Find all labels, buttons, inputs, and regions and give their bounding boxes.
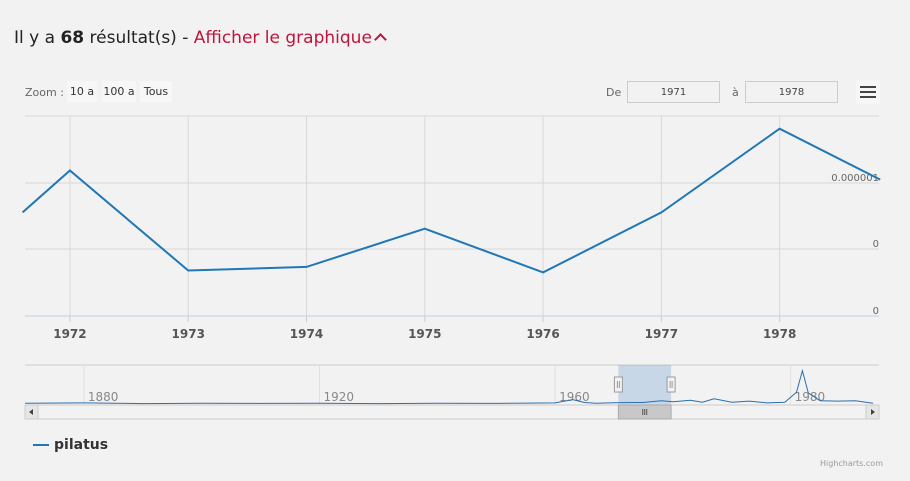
navigator-tick-label: 1880 <box>88 390 119 404</box>
zoom-label: Zoom : <box>25 86 64 99</box>
navigator[interactable]: 1880 1920 1960 1980 <box>24 364 880 420</box>
y-tick-label: 0 <box>873 306 879 317</box>
result-summary: Il y a 68 résultat(s) - Afficher le grap… <box>14 28 387 48</box>
x-tick-label: 1977 <box>645 327 678 341</box>
legend-label: pilatus <box>54 437 109 453</box>
navigator-selection-window[interactable] <box>618 365 672 405</box>
from-date-input[interactable] <box>627 81 720 103</box>
navigator-tick-label: 1920 <box>323 390 354 404</box>
hamburger-icon-bar <box>860 96 876 98</box>
show-chart-label: Afficher le graphique <box>193 28 372 48</box>
y-tick-label: 0 <box>873 239 879 250</box>
scrollbar-thumb[interactable] <box>617 404 672 420</box>
x-tick-label: 1978 <box>763 327 796 341</box>
from-label: De <box>606 86 622 99</box>
to-label: à <box>732 86 739 99</box>
hamburger-icon-bar <box>860 91 876 93</box>
y-tick-label: 0.000001 <box>831 173 879 184</box>
x-tick-label: 1972 <box>53 327 86 341</box>
navigator-handle-left[interactable] <box>613 376 623 393</box>
credits-link[interactable]: Highcharts.com <box>820 459 883 468</box>
navigator-series-line <box>24 368 874 405</box>
scrollbar-left-arrow[interactable] <box>24 404 39 420</box>
scrollbar-right-arrow[interactable] <box>865 404 880 420</box>
navigator-background <box>25 365 879 405</box>
legend-line-icon <box>33 444 49 446</box>
navigator-tick-label: 1960 <box>559 390 590 404</box>
show-chart-toggle[interactable]: Afficher le graphique <box>193 28 387 48</box>
legend-item-pilatus[interactable]: pilatus <box>33 437 108 453</box>
navigator-handle-right[interactable] <box>666 376 676 393</box>
series-line-pilatus[interactable] <box>21 127 881 274</box>
zoom-10-years-button[interactable]: 10 a <box>67 81 97 102</box>
zoom-100-years-button[interactable]: 100 a <box>102 81 136 102</box>
result-suffix: résultat(s) - <box>89 28 189 48</box>
zoom-all-button[interactable]: Tous <box>140 81 172 102</box>
navigator-tick-label: 1980 <box>795 390 826 404</box>
x-tick-label: 1976 <box>526 327 559 341</box>
scrollbar-track[interactable] <box>24 404 880 420</box>
result-count: 68 <box>60 28 85 48</box>
to-date-input[interactable] <box>745 81 838 103</box>
x-tick-label: 1973 <box>172 327 205 341</box>
hamburger-icon-bar <box>860 86 876 88</box>
x-tick-label: 1975 <box>408 327 441 341</box>
export-menu-button[interactable] <box>856 80 880 104</box>
x-tick-label: 1974 <box>290 327 323 341</box>
result-prefix: Il y a <box>14 28 56 48</box>
